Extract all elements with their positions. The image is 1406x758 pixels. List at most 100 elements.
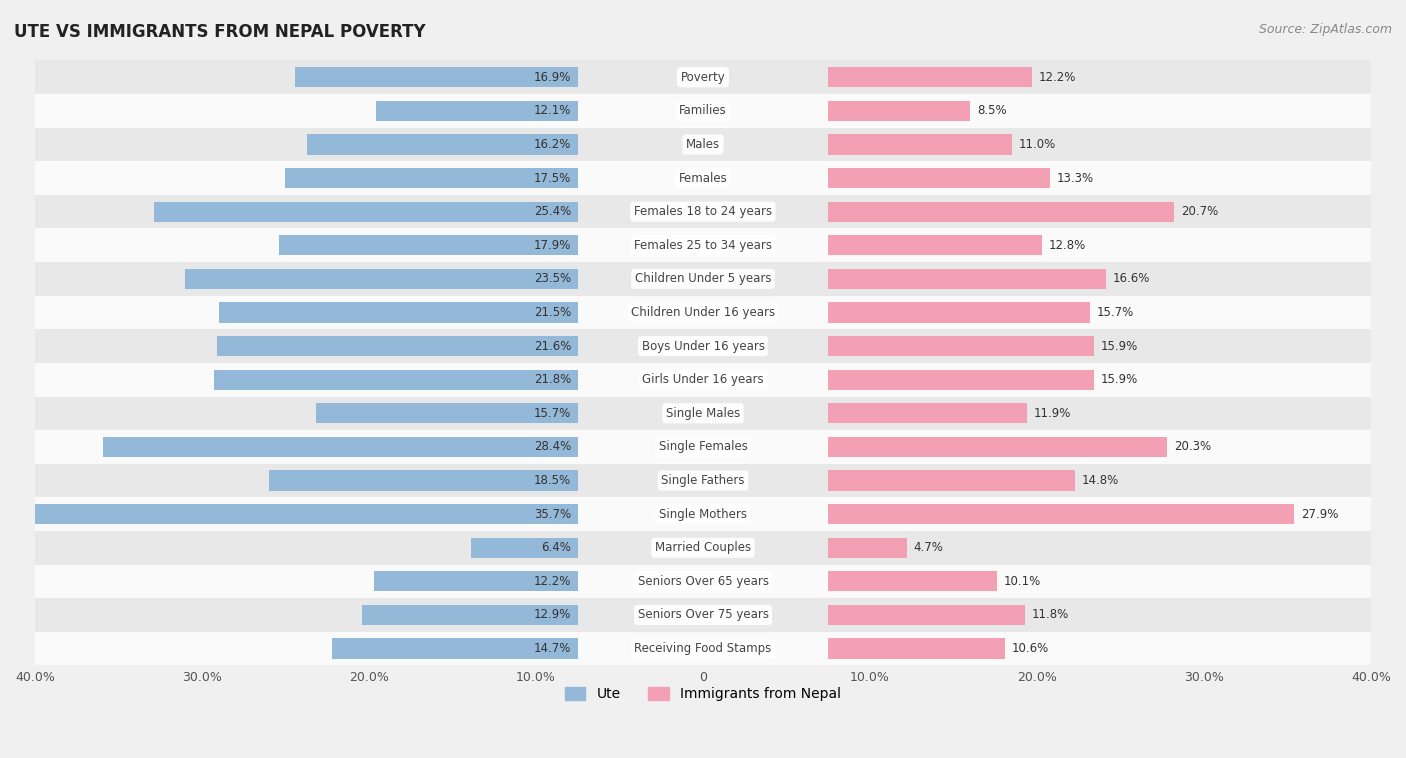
Text: Seniors Over 75 years: Seniors Over 75 years xyxy=(637,609,769,622)
Text: 15.7%: 15.7% xyxy=(1097,306,1135,319)
Bar xyxy=(35,565,1371,598)
Text: Receiving Food Stamps: Receiving Food Stamps xyxy=(634,642,772,655)
Text: Single Females: Single Females xyxy=(658,440,748,453)
Bar xyxy=(828,235,1042,255)
Text: 21.6%: 21.6% xyxy=(534,340,571,352)
Text: 4.7%: 4.7% xyxy=(914,541,943,554)
Text: 16.6%: 16.6% xyxy=(1112,272,1150,286)
Bar xyxy=(0,504,578,525)
Text: 15.7%: 15.7% xyxy=(534,407,571,420)
Bar xyxy=(35,396,1371,430)
Text: Single Males: Single Males xyxy=(666,407,740,420)
Bar xyxy=(828,537,907,558)
Bar xyxy=(828,471,1076,490)
Bar xyxy=(295,67,578,87)
Bar xyxy=(35,430,1371,464)
Bar xyxy=(828,101,970,121)
Bar xyxy=(35,94,1371,127)
Bar xyxy=(375,101,578,121)
Bar xyxy=(35,61,1371,94)
Text: 12.9%: 12.9% xyxy=(534,609,571,622)
Bar xyxy=(828,134,1012,155)
Bar xyxy=(35,195,1371,228)
Bar xyxy=(214,370,578,390)
Bar xyxy=(35,598,1371,631)
Bar xyxy=(828,572,997,591)
Text: 11.8%: 11.8% xyxy=(1032,609,1070,622)
Bar xyxy=(828,605,1025,625)
Text: 21.8%: 21.8% xyxy=(534,373,571,387)
Bar xyxy=(828,437,1167,457)
Text: 20.7%: 20.7% xyxy=(1181,205,1218,218)
Text: 20.3%: 20.3% xyxy=(1174,440,1211,453)
Bar xyxy=(269,471,578,490)
Text: 27.9%: 27.9% xyxy=(1301,508,1339,521)
Bar xyxy=(828,202,1174,222)
Text: 28.4%: 28.4% xyxy=(534,440,571,453)
Text: 16.2%: 16.2% xyxy=(534,138,571,151)
Bar xyxy=(828,67,1032,87)
Text: 13.3%: 13.3% xyxy=(1057,171,1094,185)
Bar xyxy=(285,168,578,188)
Text: 11.0%: 11.0% xyxy=(1019,138,1056,151)
Legend: Ute, Immigrants from Nepal: Ute, Immigrants from Nepal xyxy=(560,681,846,706)
Bar xyxy=(828,269,1105,289)
Bar xyxy=(35,531,1371,565)
Text: Females: Females xyxy=(679,171,727,185)
Text: 12.1%: 12.1% xyxy=(534,105,571,117)
Bar xyxy=(219,302,578,323)
Bar xyxy=(35,161,1371,195)
Text: 21.5%: 21.5% xyxy=(534,306,571,319)
Text: 14.8%: 14.8% xyxy=(1083,474,1119,487)
Text: Source: ZipAtlas.com: Source: ZipAtlas.com xyxy=(1258,23,1392,36)
Bar xyxy=(315,403,578,424)
Bar xyxy=(828,638,1005,659)
Bar xyxy=(35,296,1371,329)
Text: 12.2%: 12.2% xyxy=(1039,70,1076,84)
Bar xyxy=(278,235,578,255)
Text: Seniors Over 65 years: Seniors Over 65 years xyxy=(637,575,769,588)
Bar xyxy=(828,336,1094,356)
Bar xyxy=(471,537,578,558)
Text: Single Mothers: Single Mothers xyxy=(659,508,747,521)
Bar xyxy=(186,269,578,289)
Bar xyxy=(828,403,1026,424)
Text: Poverty: Poverty xyxy=(681,70,725,84)
Bar xyxy=(217,336,578,356)
Bar xyxy=(104,437,578,457)
Text: 10.6%: 10.6% xyxy=(1012,642,1049,655)
Text: Married Couples: Married Couples xyxy=(655,541,751,554)
Text: Boys Under 16 years: Boys Under 16 years xyxy=(641,340,765,352)
Text: Females 25 to 34 years: Females 25 to 34 years xyxy=(634,239,772,252)
Bar xyxy=(332,638,578,659)
Text: Children Under 5 years: Children Under 5 years xyxy=(634,272,772,286)
Text: 11.9%: 11.9% xyxy=(1033,407,1071,420)
Text: 10.1%: 10.1% xyxy=(1004,575,1040,588)
Text: 25.4%: 25.4% xyxy=(534,205,571,218)
Text: Single Fathers: Single Fathers xyxy=(661,474,745,487)
Text: 15.9%: 15.9% xyxy=(1101,340,1137,352)
Bar xyxy=(35,363,1371,396)
Text: Females 18 to 24 years: Females 18 to 24 years xyxy=(634,205,772,218)
Text: UTE VS IMMIGRANTS FROM NEPAL POVERTY: UTE VS IMMIGRANTS FROM NEPAL POVERTY xyxy=(14,23,426,41)
Bar xyxy=(828,504,1295,525)
Text: 6.4%: 6.4% xyxy=(541,541,571,554)
Text: 17.5%: 17.5% xyxy=(534,171,571,185)
Bar xyxy=(35,464,1371,497)
Bar xyxy=(828,168,1050,188)
Text: 23.5%: 23.5% xyxy=(534,272,571,286)
Bar xyxy=(35,262,1371,296)
Bar xyxy=(35,631,1371,666)
Text: 15.9%: 15.9% xyxy=(1101,373,1137,387)
Text: 17.9%: 17.9% xyxy=(534,239,571,252)
Text: 16.9%: 16.9% xyxy=(534,70,571,84)
Text: 14.7%: 14.7% xyxy=(534,642,571,655)
Bar xyxy=(35,127,1371,161)
Bar xyxy=(828,370,1094,390)
Text: 12.8%: 12.8% xyxy=(1049,239,1085,252)
Text: Girls Under 16 years: Girls Under 16 years xyxy=(643,373,763,387)
Bar xyxy=(374,572,578,591)
Bar xyxy=(35,497,1371,531)
Bar xyxy=(153,202,578,222)
Text: 12.2%: 12.2% xyxy=(534,575,571,588)
